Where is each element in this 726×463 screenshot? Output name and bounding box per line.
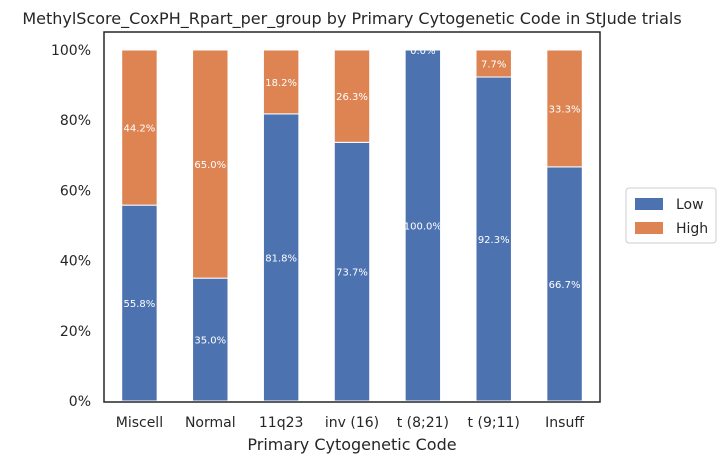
x-tick-label: inv (16) [325, 415, 379, 431]
bar-high-1 [192, 49, 229, 279]
x-axis: Miscell Normal 11q23 inv (16) t (8;21) t (9;1… [116, 415, 585, 431]
y-tick-label: 40% [60, 254, 91, 270]
x-tick-label: Miscell [116, 415, 163, 431]
x-tick-label: t (8;21) [397, 415, 449, 431]
y-tick-label: 20% [60, 324, 91, 340]
data-label-high-3: 26.3% [336, 92, 368, 103]
data-label-high-6: 33.3% [549, 104, 581, 115]
chart-title: MethylScore_CoxPH_Rpart_per_group by Pri… [22, 9, 681, 29]
bar-high-6 [546, 49, 583, 168]
x-tick-label: t (9;11) [468, 415, 520, 431]
y-tick-label: 60% [60, 183, 91, 199]
legend-swatch-high [635, 222, 663, 234]
data-labels-group: 55.8% 44.2% 35.0% 65.0% 81.8% 18.2% 73.7% 26.3%… [124, 46, 581, 347]
data-label-high-2: 18.2% [265, 78, 297, 89]
bar-high-3 [333, 49, 371, 143]
data-label-low-0: 55.8% [124, 299, 156, 310]
x-axis-label: Primary Cytogenetic Code [247, 435, 456, 454]
data-label-low-3: 73.7% [336, 268, 368, 279]
x-tick-label: Insuff [545, 415, 584, 431]
y-axis: 0% 20% 40% 60% 80% 100% [51, 43, 91, 410]
bar-low-3 [333, 141, 371, 402]
data-label-high-1: 65.0% [194, 160, 226, 171]
y-tick-label: 100% [51, 43, 91, 59]
bar-low-6 [546, 166, 583, 402]
data-label-low-5: 92.3% [478, 235, 510, 246]
x-tick-label: Normal [185, 415, 236, 431]
data-label-low-1: 35.0% [194, 336, 226, 347]
bar-low-5 [475, 76, 512, 402]
data-label-high-0: 44.2% [124, 124, 156, 135]
bar-low-2 [262, 113, 300, 402]
legend-label-high: High [676, 221, 708, 237]
bar-low-0 [121, 204, 158, 402]
legend-swatch-low [635, 198, 663, 210]
plot-frame [103, 31, 601, 403]
data-label-low-2: 81.8% [265, 253, 297, 264]
bar-high-0 [121, 49, 158, 206]
bars-group [121, 49, 583, 402]
x-tick-label: 11q23 [259, 415, 304, 431]
y-tick-label: 0% [69, 394, 91, 410]
bar-high-5 [475, 49, 512, 78]
bar-low-4 [404, 49, 442, 402]
legend: Low High [625, 187, 717, 244]
legend-label-low: Low [676, 197, 704, 213]
data-label-high-5: 7.7% [481, 60, 506, 71]
data-label-high-4: 0.0% [410, 46, 435, 57]
bar-high-2 [262, 49, 300, 115]
data-label-low-4: 100.0% [404, 222, 442, 233]
data-label-low-6: 66.7% [549, 280, 581, 291]
y-tick-label: 80% [60, 113, 91, 129]
